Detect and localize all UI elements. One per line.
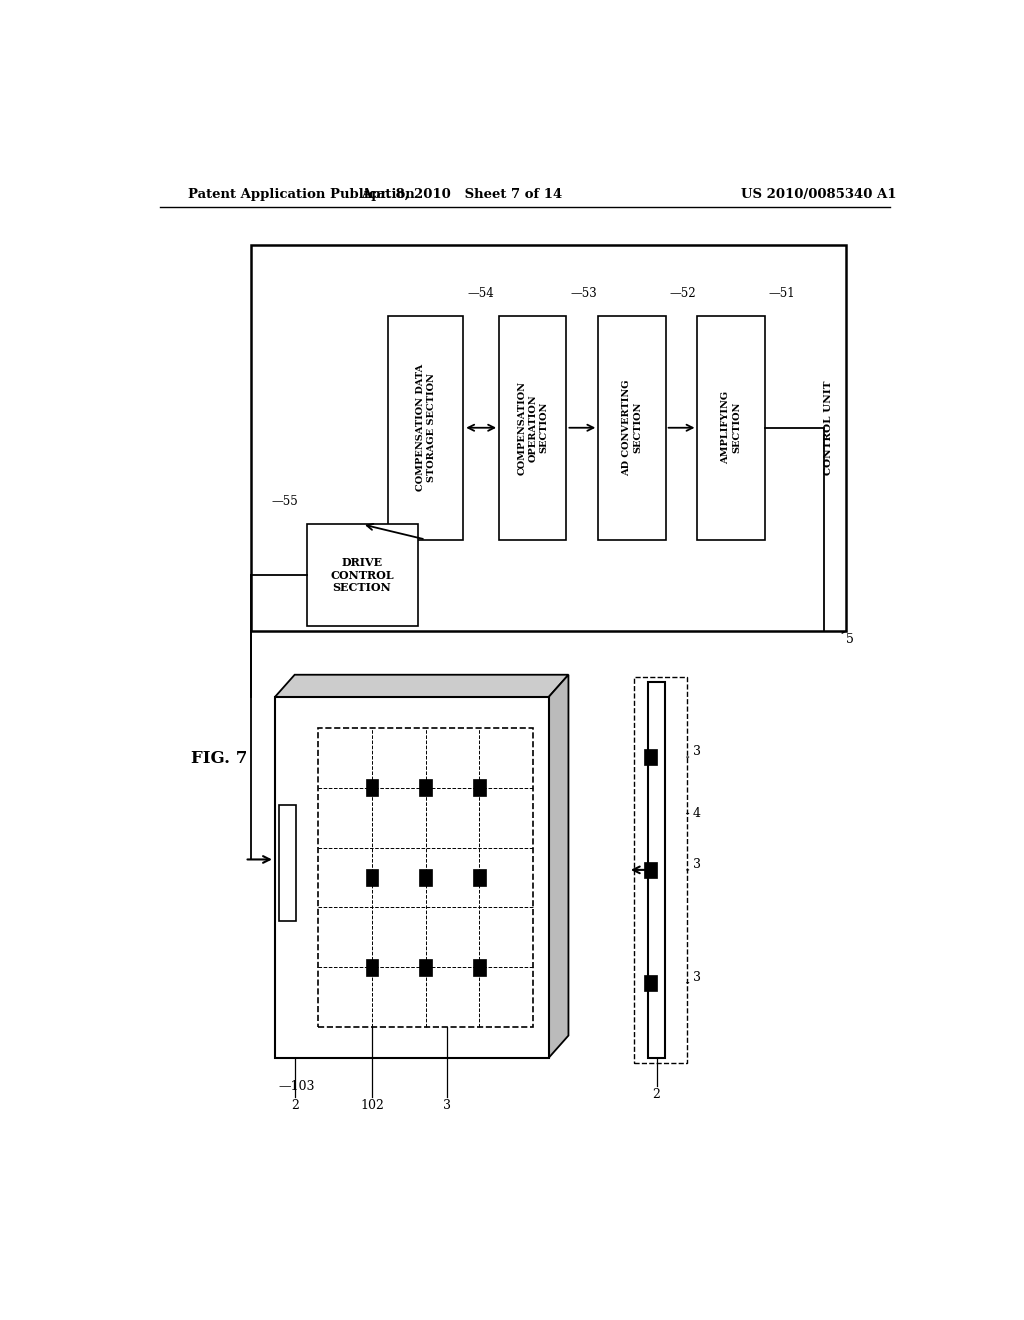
Text: Patent Application Publication: Patent Application Publication [187, 189, 415, 202]
Bar [366, 870, 379, 886]
Bar [634, 677, 687, 1063]
Bar [388, 315, 463, 540]
Text: —103: —103 [279, 1080, 315, 1093]
Bar [644, 974, 656, 991]
Text: —52: —52 [670, 286, 696, 300]
Text: AD CONVERTING
SECTION: AD CONVERTING SECTION [622, 379, 642, 477]
Bar [473, 960, 485, 975]
Text: 102: 102 [360, 1098, 384, 1111]
Bar [279, 805, 296, 921]
Text: CONTROL UNIT: CONTROL UNIT [824, 380, 834, 475]
Bar [366, 960, 379, 975]
Bar [473, 779, 485, 796]
Bar [644, 748, 656, 766]
Bar [648, 682, 666, 1057]
Text: 3: 3 [443, 1098, 451, 1111]
Text: COMPENSATION DATA
STORAGE SECTION: COMPENSATION DATA STORAGE SECTION [416, 364, 435, 491]
Bar [306, 524, 418, 626]
Text: 3: 3 [693, 972, 701, 985]
Bar [251, 244, 846, 631]
Text: 3: 3 [693, 746, 701, 759]
Bar [419, 960, 432, 975]
Text: 2: 2 [652, 1089, 660, 1101]
Bar [366, 779, 379, 796]
Bar [274, 697, 549, 1057]
Text: FIG. 7: FIG. 7 [191, 750, 248, 767]
Bar [473, 870, 485, 886]
Bar [419, 870, 432, 886]
Text: AMPLIFYING
SECTION: AMPLIFYING SECTION [721, 391, 741, 465]
Polygon shape [549, 675, 568, 1057]
Text: —54: —54 [467, 286, 494, 300]
Bar [697, 315, 765, 540]
Text: —51: —51 [769, 286, 796, 300]
Bar [499, 315, 566, 540]
Bar [419, 779, 432, 796]
Polygon shape [274, 675, 568, 697]
Text: COMPENSATION
OPERATION
SECTION: COMPENSATION OPERATION SECTION [517, 380, 548, 475]
Text: 4: 4 [693, 807, 701, 820]
Text: Apr. 8, 2010   Sheet 7 of 14: Apr. 8, 2010 Sheet 7 of 14 [360, 189, 562, 202]
Bar [318, 727, 532, 1027]
Bar [598, 315, 666, 540]
Text: 3: 3 [693, 858, 701, 871]
Text: 5: 5 [846, 634, 854, 645]
Bar [644, 862, 656, 878]
Text: US 2010/0085340 A1: US 2010/0085340 A1 [740, 189, 896, 202]
Text: DRIVE
CONTROL
SECTION: DRIVE CONTROL SECTION [331, 557, 394, 594]
Text: —53: —53 [570, 286, 597, 300]
Text: —55: —55 [272, 495, 299, 508]
Text: 2: 2 [291, 1098, 299, 1111]
